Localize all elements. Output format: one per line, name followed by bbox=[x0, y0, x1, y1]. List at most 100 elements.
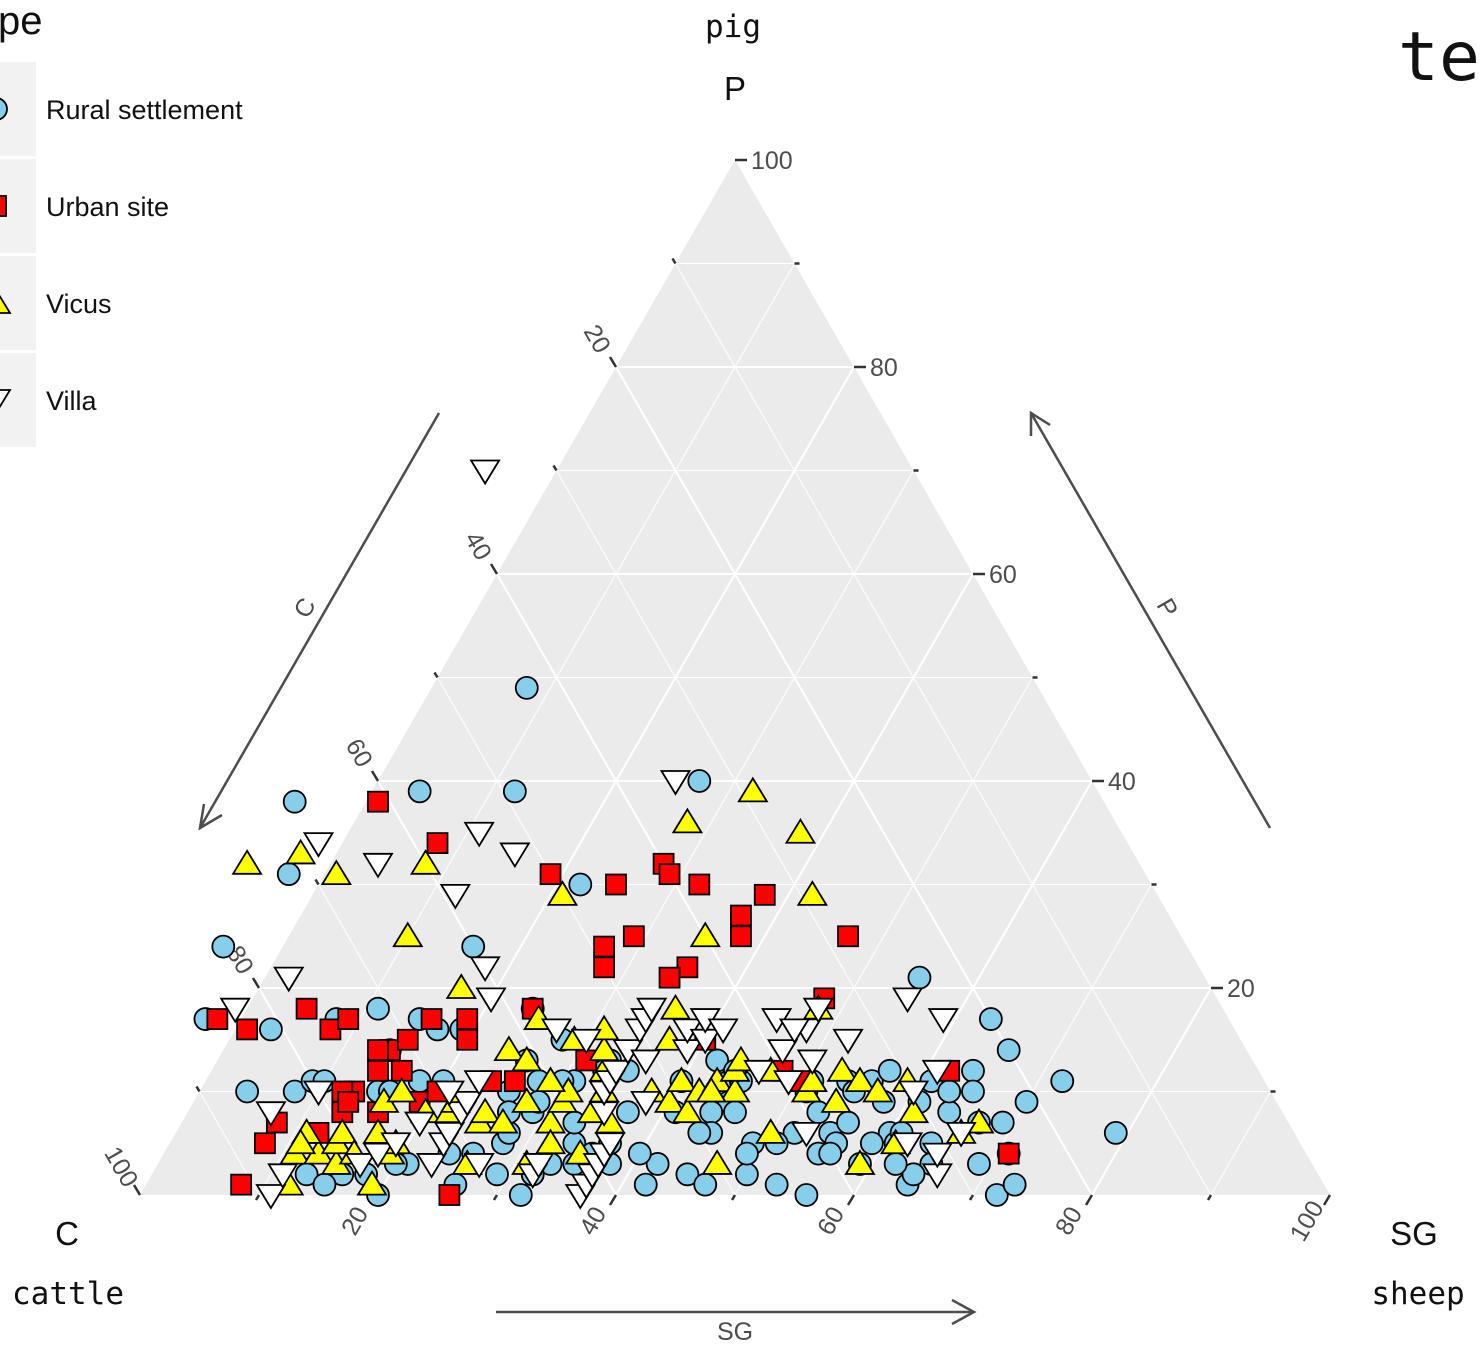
legend-label: Rural settlement bbox=[46, 95, 243, 125]
tick-label-sg: 20 bbox=[336, 1202, 374, 1240]
point-villa bbox=[451, 1090, 483, 1117]
point-vicus bbox=[534, 1066, 567, 1093]
point-rural-settlement bbox=[407, 779, 432, 804]
point-villa bbox=[927, 1008, 959, 1034]
point-vicus bbox=[844, 1149, 876, 1175]
point-villa bbox=[219, 997, 251, 1024]
point-rural-settlement bbox=[1050, 1069, 1075, 1094]
tick-label-p: 40 bbox=[1108, 768, 1136, 796]
point-rural-settlement bbox=[794, 1183, 819, 1207]
point-villa bbox=[802, 997, 834, 1024]
point-villa bbox=[570, 1028, 602, 1055]
point-vicus bbox=[862, 1076, 894, 1103]
point-vicus bbox=[689, 921, 721, 948]
point-vicus bbox=[826, 1056, 858, 1082]
point-urban-site bbox=[367, 1039, 389, 1061]
point-rural-settlement bbox=[907, 965, 932, 990]
point-rural-settlement bbox=[877, 1058, 902, 1083]
point-villa bbox=[772, 1070, 805, 1096]
tick-label-c: 40 bbox=[459, 527, 497, 565]
point-villa bbox=[255, 1184, 287, 1210]
tick-c bbox=[314, 878, 320, 886]
tick-sg bbox=[1084, 1194, 1094, 1206]
point-villa bbox=[344, 1153, 376, 1179]
point-urban-site bbox=[337, 1090, 360, 1113]
point-vicus bbox=[695, 1076, 727, 1103]
point-villa bbox=[630, 1049, 662, 1076]
point-villa bbox=[380, 1132, 412, 1158]
tick-label-p: 20 bbox=[1227, 975, 1255, 1003]
point-urban-site bbox=[367, 1059, 389, 1082]
point-urban-site bbox=[236, 1018, 259, 1041]
grid-line-sg bbox=[258, 263, 795, 1196]
point-villa bbox=[273, 966, 305, 993]
point-villa bbox=[469, 459, 501, 486]
tick-sg bbox=[492, 1194, 499, 1201]
point-vicus bbox=[671, 807, 704, 834]
point-vicus bbox=[445, 973, 477, 999]
point-urban-site bbox=[396, 1028, 419, 1051]
tick-c bbox=[489, 563, 499, 575]
grid-line-sg bbox=[1091, 987, 1212, 1196]
point-rural-settlement bbox=[645, 1152, 670, 1176]
point-rural-settlement bbox=[282, 789, 307, 814]
point-villa bbox=[404, 1111, 436, 1138]
point-villa bbox=[659, 770, 692, 796]
point-rural-settlement bbox=[699, 1100, 724, 1125]
tick-sg bbox=[1322, 1194, 1332, 1206]
point-urban-site bbox=[206, 1008, 229, 1030]
point-villa bbox=[463, 821, 495, 848]
point-vicus bbox=[326, 1118, 358, 1144]
point-rural-settlement bbox=[633, 1172, 658, 1197]
point-villa bbox=[540, 1018, 573, 1045]
tick-c bbox=[433, 671, 439, 679]
tick-sg bbox=[608, 1194, 618, 1206]
point-villa bbox=[255, 1101, 287, 1127]
point-villa bbox=[362, 852, 394, 879]
vertex-label-right: SG bbox=[1390, 1215, 1438, 1252]
point-villa bbox=[945, 1122, 977, 1148]
point-vicus bbox=[511, 1087, 543, 1113]
point-urban-site bbox=[230, 1173, 253, 1196]
point-rural-settlement bbox=[211, 934, 236, 959]
tick-sg bbox=[846, 1194, 856, 1206]
tick-label-sg: 60 bbox=[812, 1202, 850, 1240]
tick-c bbox=[251, 977, 261, 989]
tick-sg bbox=[730, 1194, 737, 1201]
tick-c bbox=[132, 1184, 142, 1196]
legend-key-villa bbox=[0, 389, 12, 409]
point-rural-settlement bbox=[282, 1079, 307, 1104]
point-rural-settlement bbox=[276, 862, 301, 887]
point-urban-site bbox=[503, 1070, 526, 1093]
point-rural-settlement bbox=[693, 1172, 718, 1197]
tick-label-c: 20 bbox=[578, 320, 616, 358]
point-rural-settlement bbox=[967, 1152, 991, 1176]
point-vicus bbox=[356, 1169, 388, 1196]
point-villa bbox=[475, 987, 507, 1014]
point-villa bbox=[302, 832, 335, 858]
tick-label-sg: 100 bbox=[1285, 1196, 1330, 1246]
point-villa bbox=[499, 842, 531, 869]
common-label-left: cattle bbox=[12, 1276, 124, 1312]
point-villa bbox=[267, 1163, 299, 1190]
point-villa bbox=[433, 1122, 466, 1148]
point-villa bbox=[796, 1049, 828, 1076]
point-urban-site bbox=[658, 863, 681, 886]
point-rural-settlement bbox=[818, 1141, 843, 1166]
point-rural-settlement bbox=[461, 934, 486, 959]
point-vicus bbox=[671, 1097, 704, 1124]
point-villa bbox=[433, 1080, 466, 1107]
point-rural-settlement bbox=[937, 1079, 962, 1104]
point-rural-settlement bbox=[627, 1141, 652, 1166]
point-urban-site bbox=[426, 832, 449, 854]
point-villa bbox=[921, 1142, 953, 1169]
legend-label: Villa bbox=[46, 386, 98, 416]
point-vicus bbox=[487, 1107, 519, 1134]
point-rural-settlement bbox=[366, 996, 390, 1021]
point-rural-settlement bbox=[1014, 1089, 1039, 1114]
point-urban-site bbox=[605, 873, 627, 896]
tick-c bbox=[552, 464, 558, 472]
point-vicus bbox=[820, 1087, 852, 1113]
point-villa bbox=[630, 1090, 662, 1117]
